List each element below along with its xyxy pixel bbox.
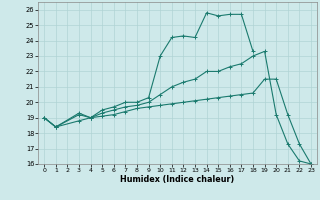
X-axis label: Humidex (Indice chaleur): Humidex (Indice chaleur) — [120, 175, 235, 184]
